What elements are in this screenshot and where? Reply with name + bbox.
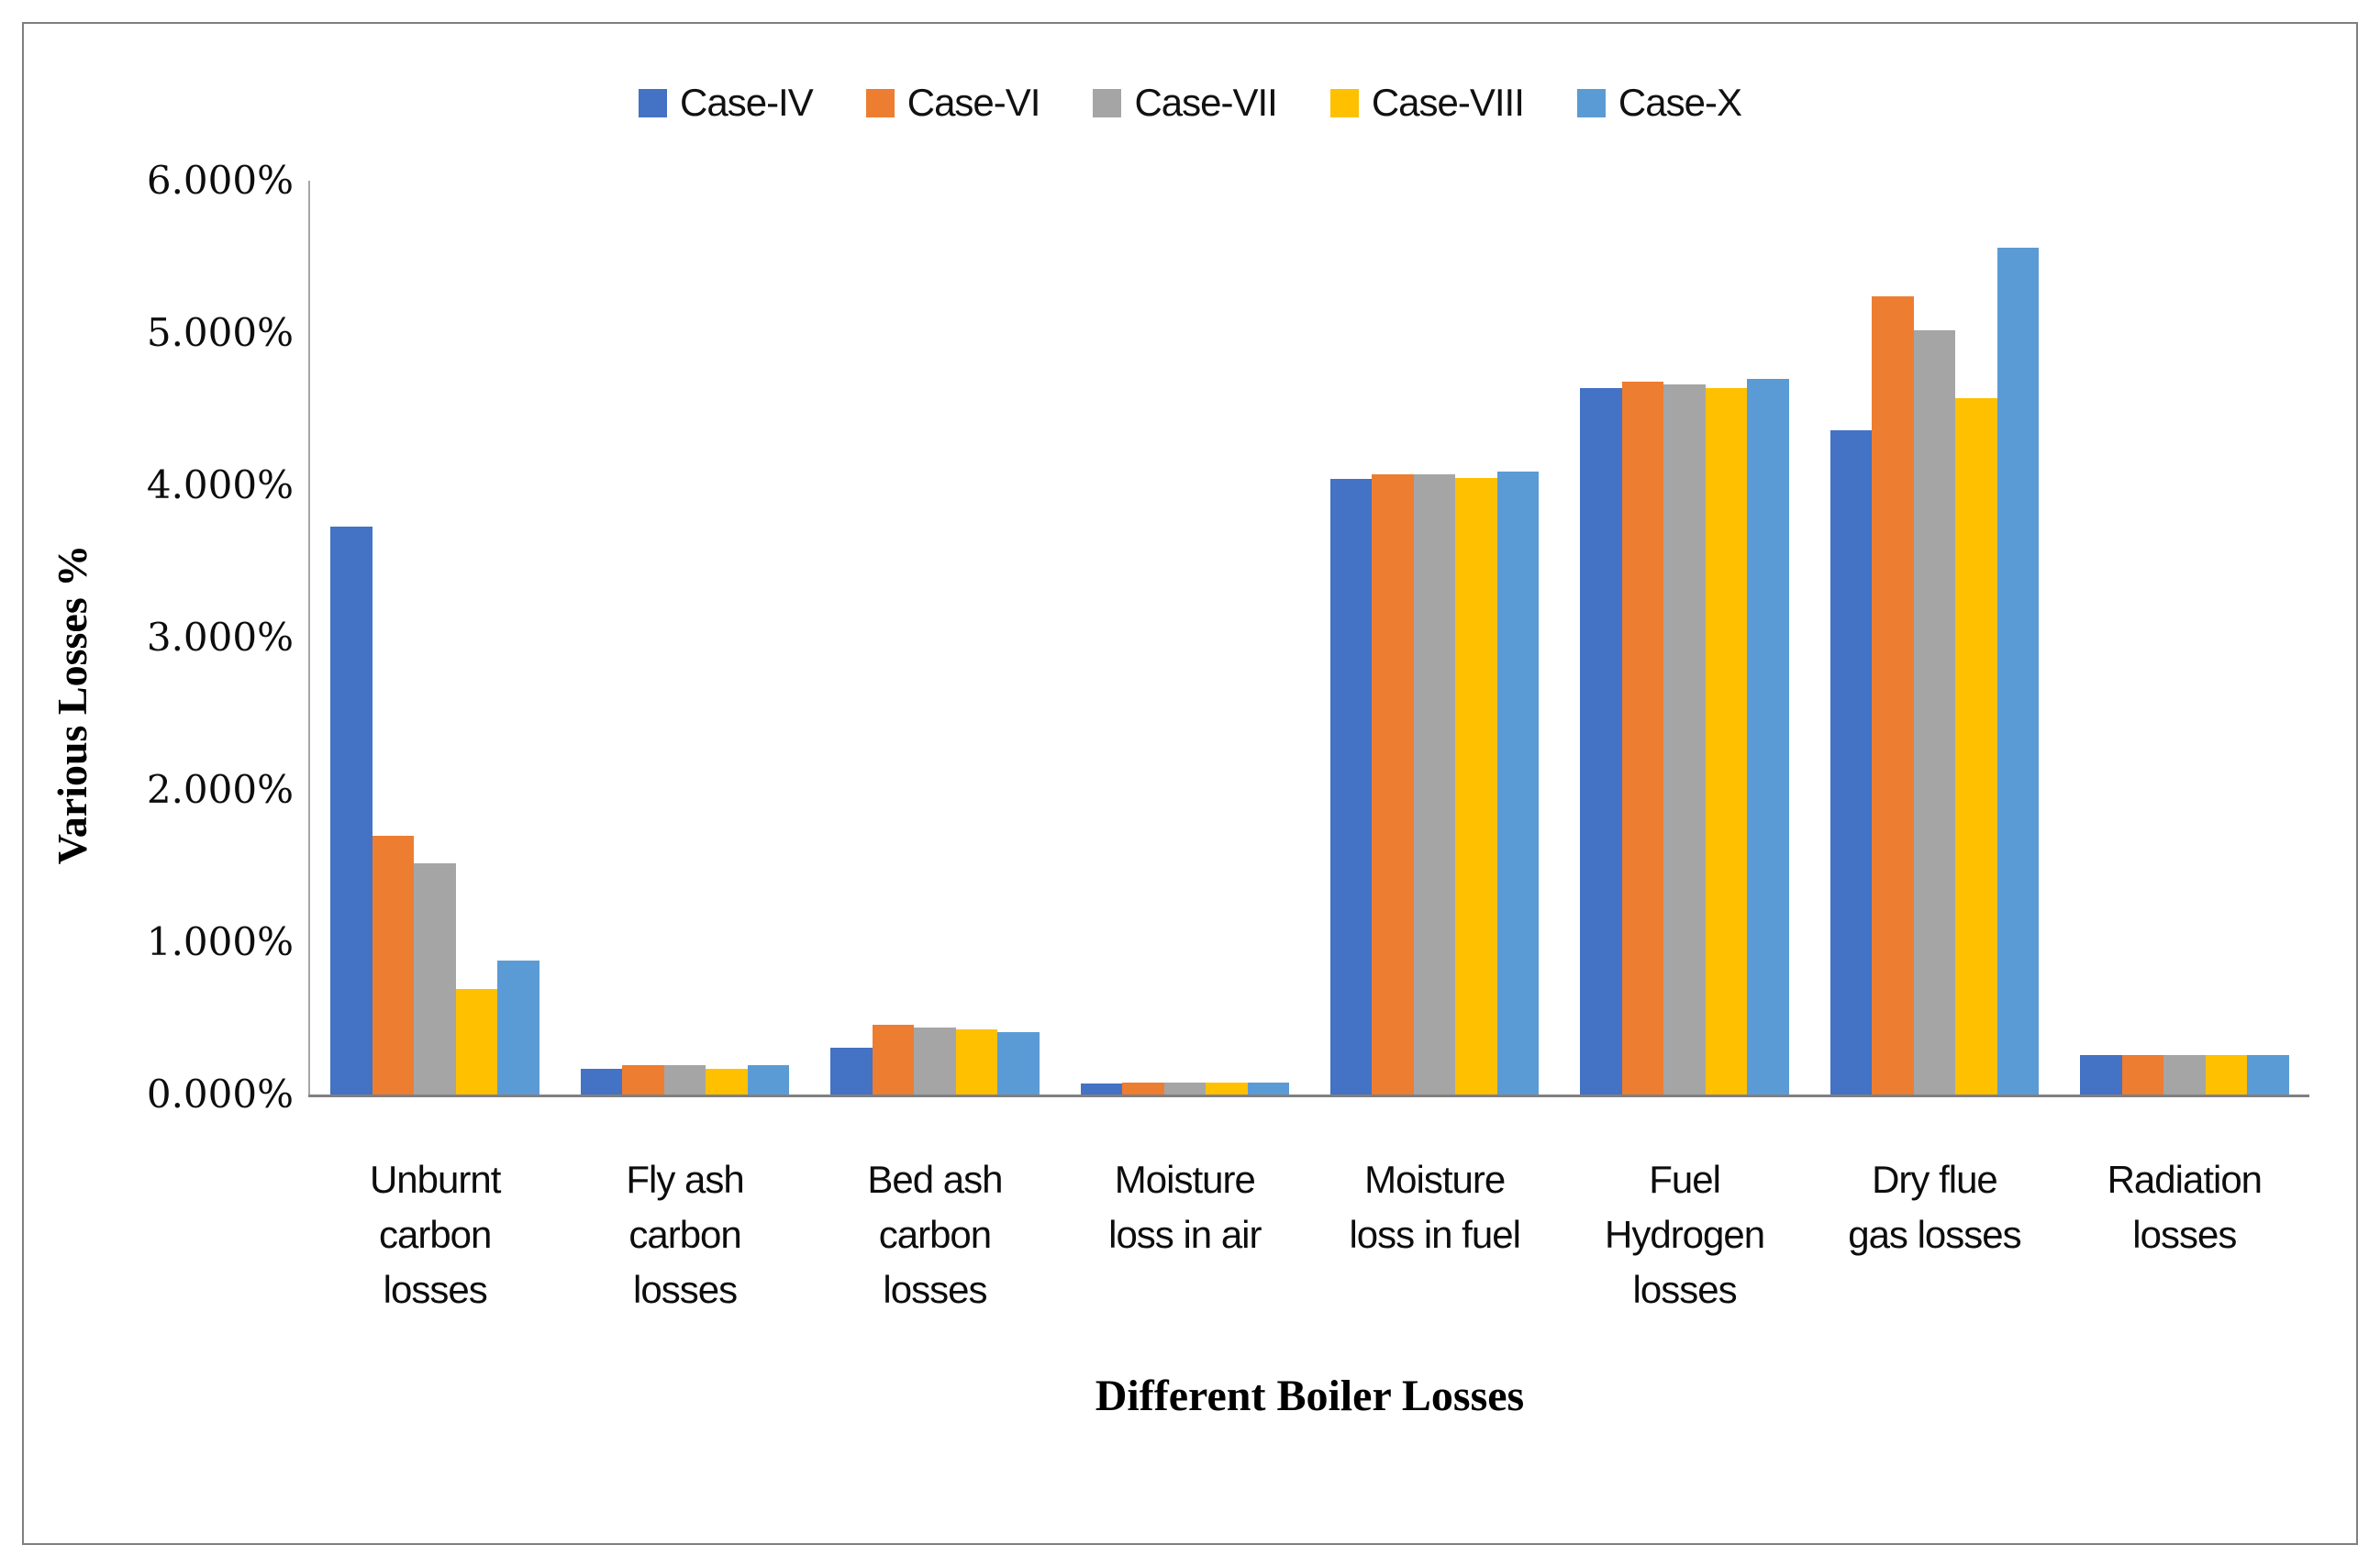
- bar-groups: [310, 181, 2309, 1095]
- bar-case-x: [1747, 378, 1789, 1095]
- legend-label: Case-VII: [1134, 81, 1277, 124]
- bar-case-x: [1496, 472, 1540, 1095]
- bar-case-iv: [330, 526, 373, 1095]
- category-label: Fly ash carbon losses: [626, 1158, 744, 1311]
- category-label: Moisture loss in fuel: [1349, 1158, 1520, 1256]
- bar-case-iv: [1080, 1084, 1123, 1095]
- bar-case-iv: [580, 1068, 623, 1095]
- category-label: Unburnt carbon losses: [369, 1158, 501, 1311]
- y-tick-label: 1.000%: [146, 919, 294, 964]
- category-label: Moisture loss in air: [1108, 1158, 1262, 1256]
- legend-label: Case-X: [1618, 81, 1742, 124]
- y-tick-label: 4.000%: [146, 462, 294, 507]
- bar-case-viii: [1206, 1082, 1248, 1095]
- legend-label: Case-VIII: [1371, 81, 1525, 124]
- x-axis-title: Different Boiler Losses: [1095, 1372, 1525, 1420]
- y-tick-label: 2.000%: [146, 767, 294, 812]
- bar-case-iv: [830, 1047, 873, 1095]
- bar-case-viii: [2205, 1054, 2248, 1095]
- bar-case-x: [1996, 248, 2040, 1095]
- bar-case-viii: [1455, 477, 1497, 1095]
- bar-case-iv: [1580, 387, 1622, 1095]
- bar-case-vii: [1663, 384, 1706, 1095]
- bar-case-vi: [872, 1024, 915, 1095]
- legend-swatch: [1329, 88, 1359, 117]
- bar-case-vi: [622, 1065, 664, 1095]
- bar-group: [310, 526, 560, 1095]
- y-tick-label: 6.000%: [146, 158, 294, 203]
- bar-group: [1060, 1082, 1309, 1095]
- legend-label: Case-VI: [906, 81, 1041, 124]
- y-axis-title: Various Losses %: [49, 544, 95, 865]
- plot-area: [308, 181, 2309, 1097]
- bar-case-x: [747, 1065, 790, 1095]
- legend-item-case-iv: Case-IV: [639, 81, 814, 124]
- bar-case-vi: [1872, 296, 1914, 1095]
- bar-case-vi: [1372, 474, 1414, 1095]
- legend-item-case-viii: Case-VIII: [1329, 81, 1525, 124]
- bar-group: [1809, 248, 2059, 1095]
- bar-case-vii: [1163, 1082, 1207, 1095]
- bar-case-x: [997, 1031, 1040, 1095]
- bar-group: [560, 1065, 809, 1095]
- bar-case-vii: [1413, 474, 1456, 1095]
- bar-case-viii: [955, 1028, 998, 1095]
- legend: Case-IV Case-VI Case-VII Case-VIII Case-X: [0, 79, 2380, 127]
- bar-group: [810, 1024, 1060, 1095]
- bar-case-iv: [1329, 479, 1373, 1095]
- bar-case-vii: [663, 1065, 706, 1095]
- bar-case-vii: [914, 1027, 956, 1095]
- bar-case-vi: [1122, 1082, 1164, 1095]
- y-axis-line: [308, 181, 310, 1095]
- bar-case-viii: [455, 989, 498, 1095]
- bar-case-vi: [2121, 1054, 2164, 1095]
- bar-case-vii: [1913, 329, 1956, 1095]
- category-label: Bed ash carbon losses: [867, 1158, 1003, 1311]
- bar-case-vii: [414, 862, 456, 1095]
- legend-swatch: [1576, 88, 1606, 117]
- bar-case-viii: [1705, 387, 1748, 1095]
- bar-case-vii: [2163, 1054, 2206, 1095]
- bar-group: [2060, 1054, 2309, 1095]
- legend-swatch: [865, 88, 895, 117]
- category-label: Radiation losses: [2107, 1158, 2263, 1256]
- legend-item-case-vi: Case-VI: [865, 81, 1041, 124]
- legend-label: Case-IV: [680, 81, 814, 124]
- category-labels: Unburnt carbon losses Fly ash carbon losses Be…: [310, 1152, 2309, 1317]
- y-tick-label: 5.000%: [146, 310, 294, 355]
- bar-case-viii: [1955, 398, 1997, 1095]
- legend-swatch: [1093, 88, 1122, 117]
- category-label: Dry flue gas losses: [1848, 1158, 2021, 1256]
- bar-case-x: [497, 960, 539, 1095]
- legend-item-case-x: Case-X: [1576, 81, 1742, 124]
- bar-group: [1560, 378, 1809, 1095]
- x-axis-line: [308, 1095, 2309, 1097]
- bar-case-iv: [1829, 430, 1873, 1095]
- bar-case-viii: [706, 1068, 748, 1095]
- bar-case-x: [1247, 1082, 1290, 1095]
- y-tick-label: 3.000%: [146, 615, 294, 660]
- bar-case-vi: [372, 835, 415, 1095]
- legend-swatch: [639, 88, 668, 117]
- legend-item-case-vii: Case-VII: [1093, 81, 1278, 124]
- bar-group: [1310, 472, 1560, 1095]
- category-label: Fuel Hydrogen losses: [1605, 1158, 1765, 1311]
- bar-case-x: [2247, 1054, 2289, 1095]
- bar-case-iv: [2080, 1054, 2122, 1095]
- y-tick-label: 0.000%: [146, 1072, 294, 1117]
- bar-case-vi: [1621, 382, 1664, 1095]
